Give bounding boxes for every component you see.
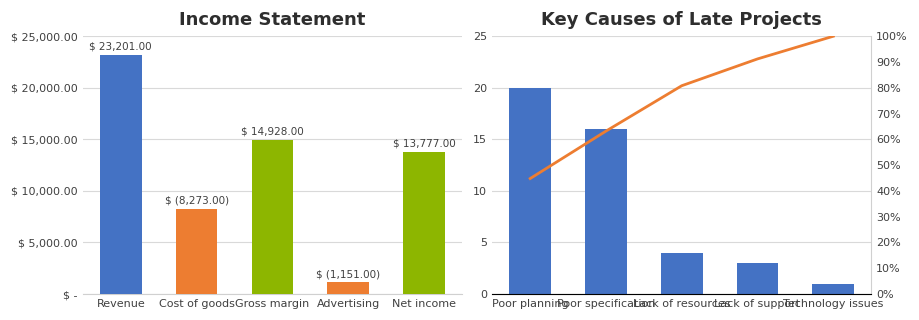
Text: $ 23,201.00: $ 23,201.00 <box>89 42 153 52</box>
Bar <box>585 129 627 294</box>
Bar <box>252 140 293 294</box>
Bar <box>176 209 218 294</box>
Bar <box>100 55 142 294</box>
Title: Income Statement: Income Statement <box>179 11 366 29</box>
Bar <box>403 152 445 294</box>
Text: $ 13,777.00: $ 13,777.00 <box>392 139 455 149</box>
Bar <box>737 263 778 294</box>
Bar <box>812 284 854 294</box>
Bar <box>661 253 703 294</box>
Text: $ (1,151.00): $ (1,151.00) <box>316 269 380 279</box>
Text: $ 14,928.00: $ 14,928.00 <box>241 127 304 137</box>
Bar <box>327 282 369 294</box>
Text: $ (8,273.00): $ (8,273.00) <box>165 196 229 206</box>
Bar <box>509 88 551 294</box>
Title: Key Causes of Late Projects: Key Causes of Late Projects <box>541 11 823 29</box>
